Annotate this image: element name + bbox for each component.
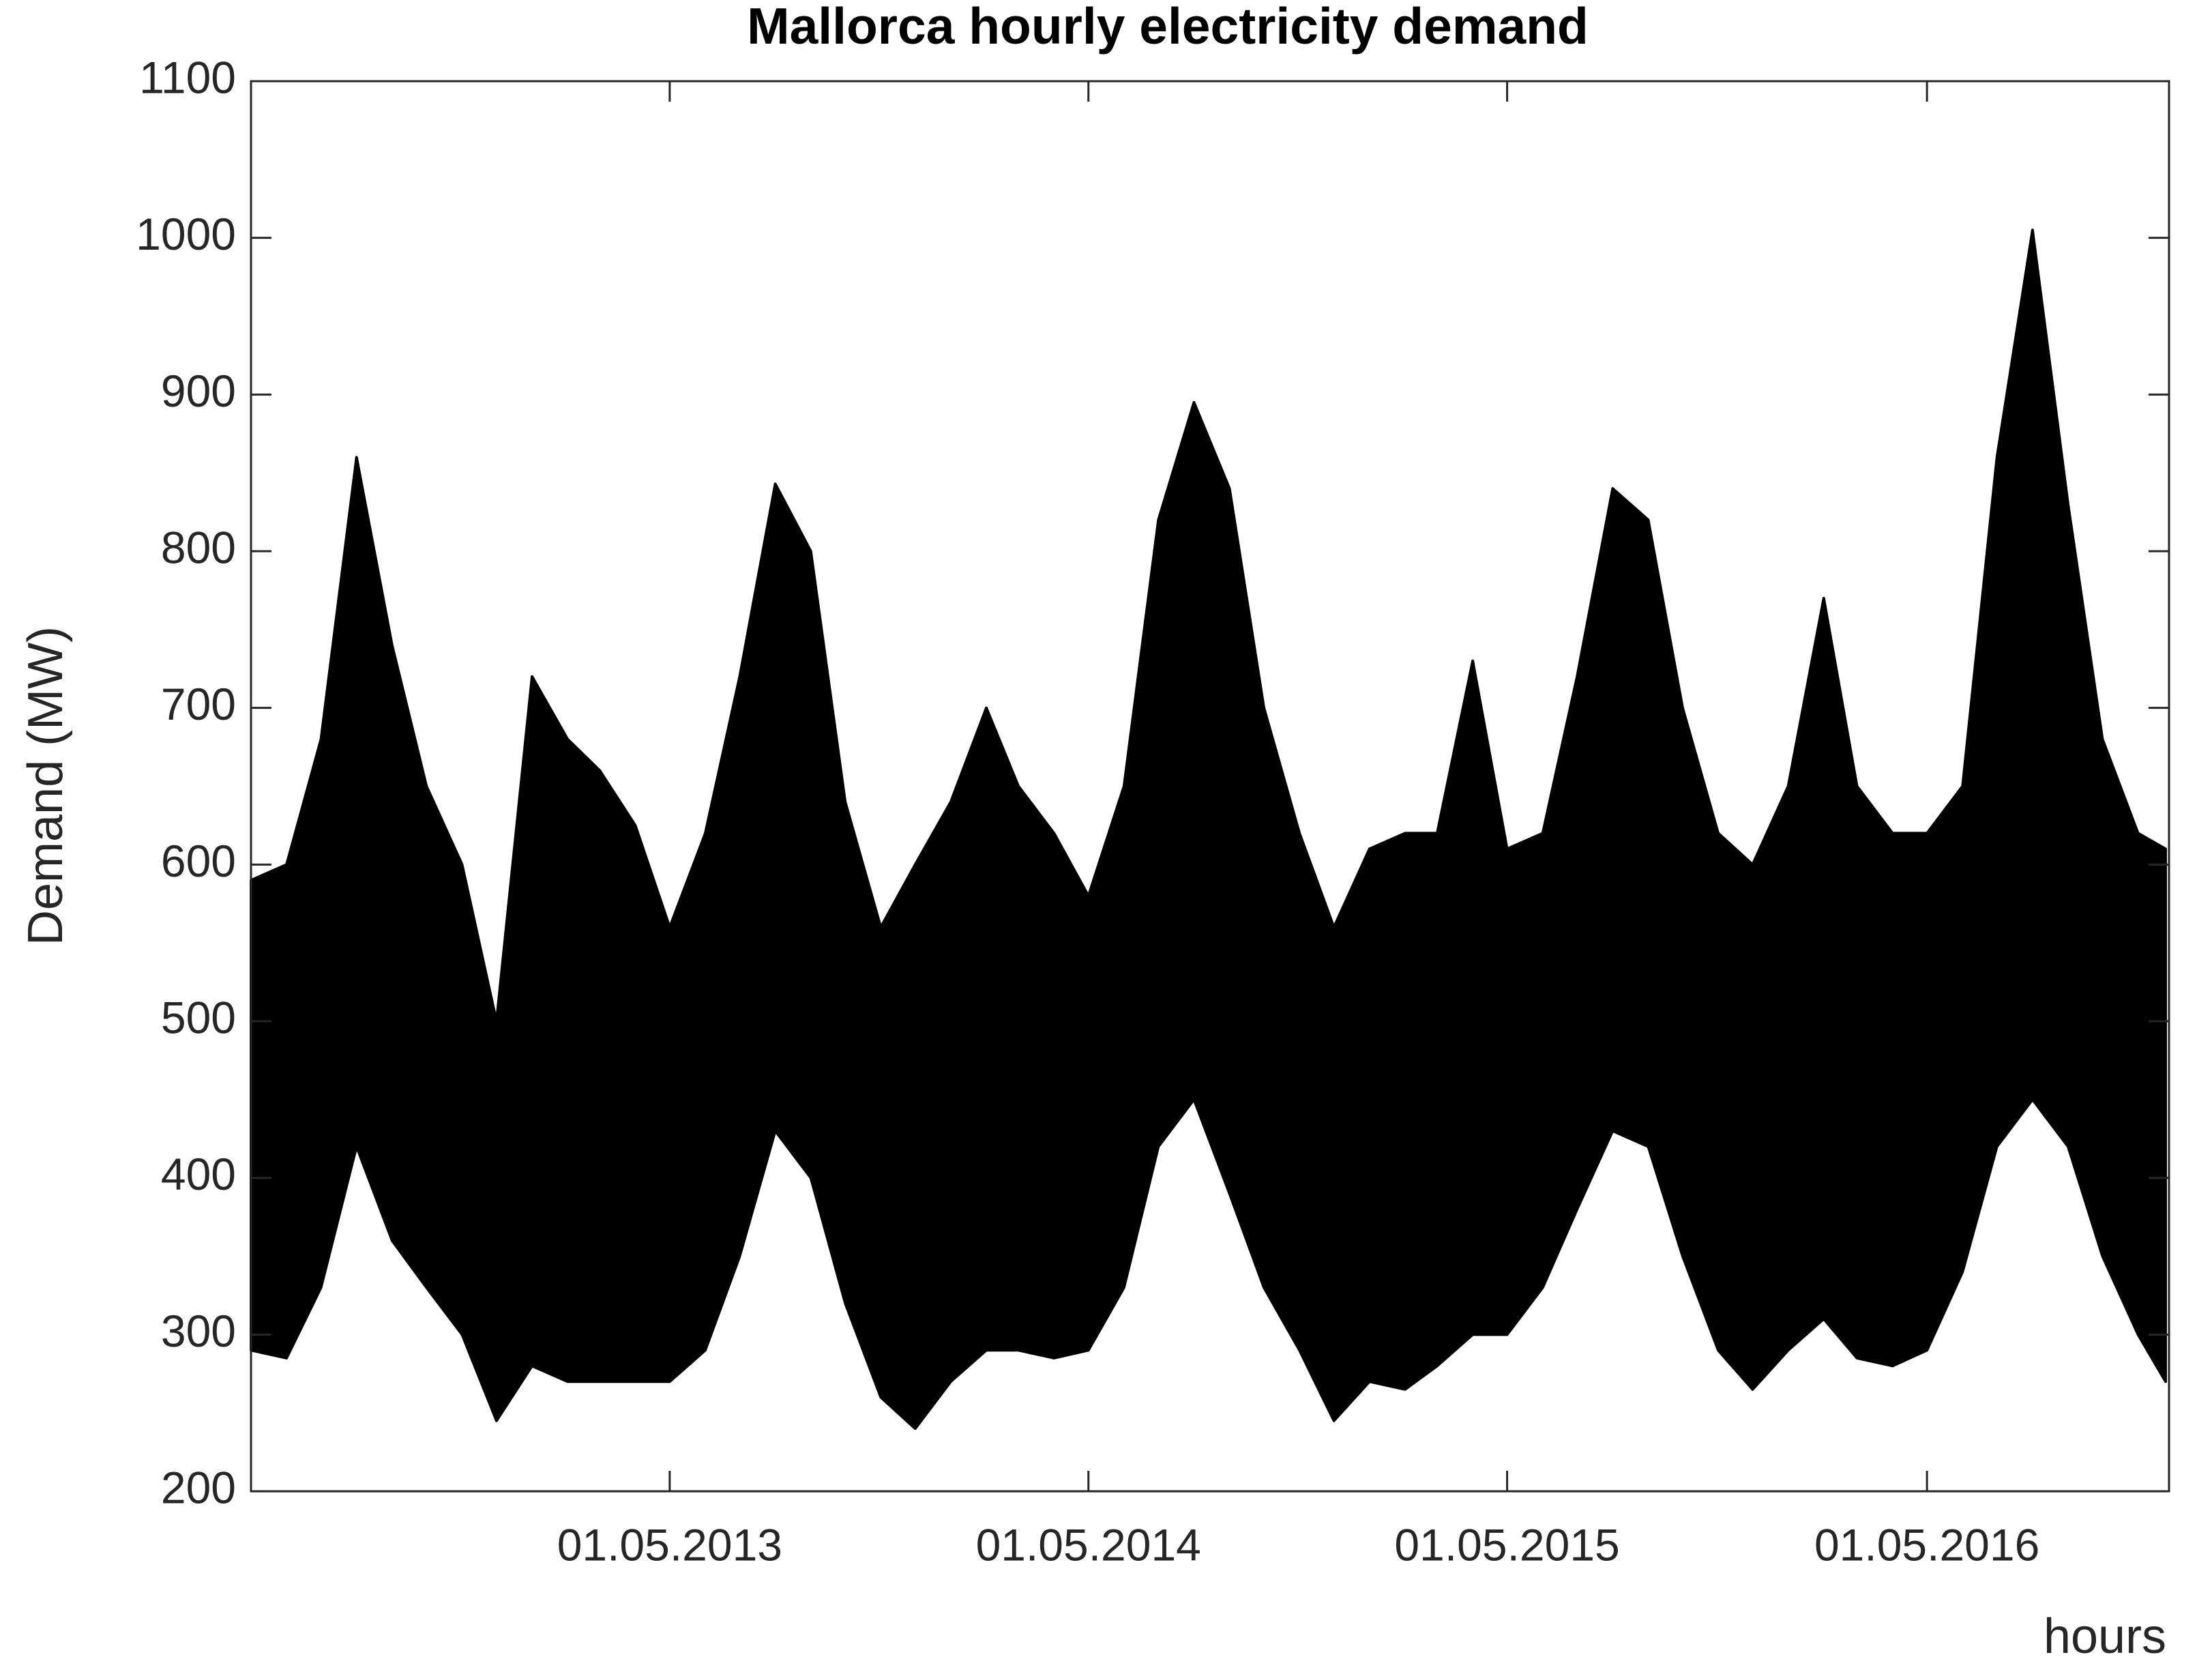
plot-frame (250, 80, 2170, 1493)
y-tick-label: 1100 (139, 52, 236, 102)
demand-band (250, 229, 2167, 1431)
y-axis-label: Demand (MW) (18, 626, 73, 946)
y-tick-label: 500 (161, 992, 236, 1042)
y-tick-label: 800 (161, 522, 236, 572)
x-tick-label: 01.05.2016 (1814, 1519, 2039, 1570)
x-tick-label: 01.05.2013 (557, 1519, 782, 1570)
y-tick-label: 400 (161, 1149, 236, 1199)
y-tick-label: 1000 (136, 209, 236, 259)
y-tick-label: 600 (161, 836, 236, 886)
x-axis-label: hours (2044, 1609, 2166, 1664)
x-tick-label: 01.05.2015 (1394, 1519, 1619, 1570)
y-tick-label: 900 (161, 366, 236, 416)
y-tick-label: 700 (161, 679, 236, 729)
y-tick-label: 300 (161, 1306, 236, 1356)
chart-title: Mallorca hourly electricity demand (747, 0, 1589, 55)
x-tick-label: 01.05.2014 (976, 1519, 1201, 1570)
y-tick-label: 200 (161, 1462, 236, 1512)
